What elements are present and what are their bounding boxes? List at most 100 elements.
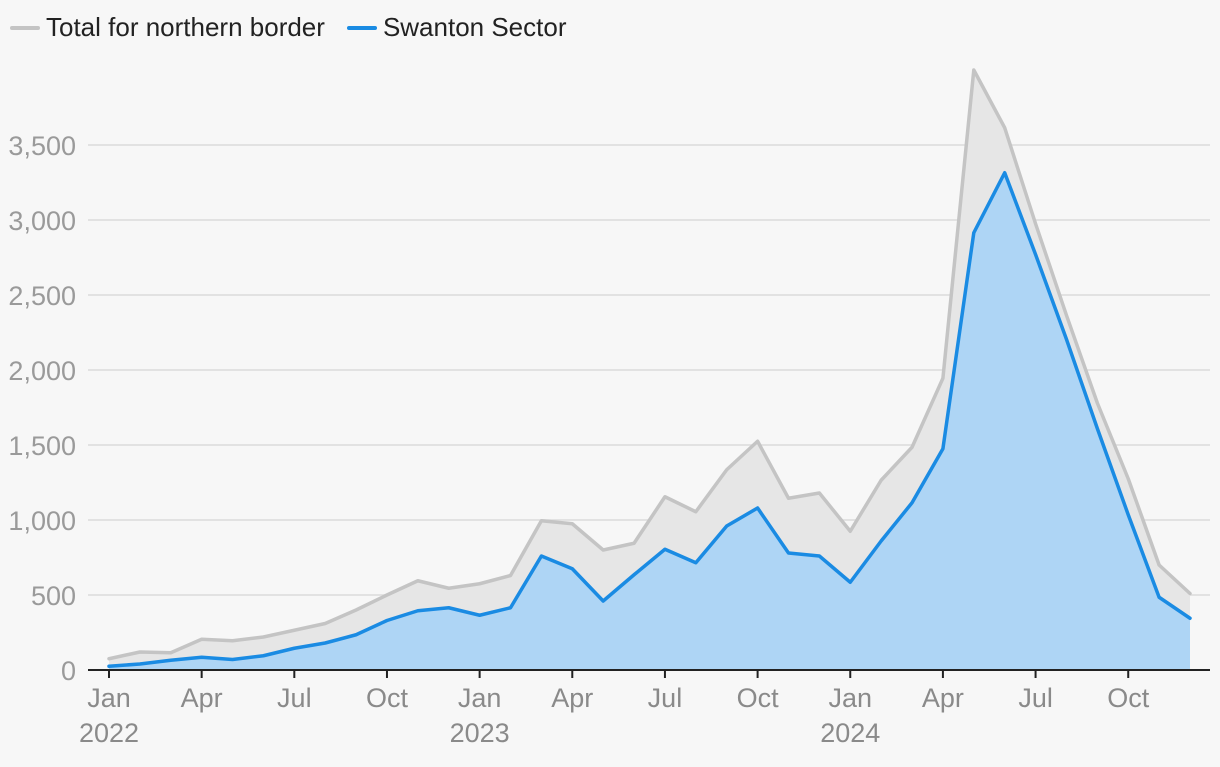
- data-point-1-16: [602, 600, 604, 602]
- data-point-1-7: [324, 642, 326, 644]
- data-point-1-8: [355, 634, 357, 636]
- data-point-0-2: [170, 652, 172, 654]
- data-point-1-33: [1127, 514, 1129, 516]
- data-point-1-1: [139, 663, 141, 665]
- data-point-0-12: [479, 583, 481, 585]
- data-point-1-23: [819, 555, 821, 557]
- data-point-1-29: [1004, 172, 1006, 174]
- data-point-1-13: [510, 607, 512, 609]
- data-point-0-29: [1004, 127, 1006, 129]
- data-point-1-10: [417, 610, 419, 612]
- y-tick-label-1500: 1,500: [8, 431, 76, 461]
- x-tick-label-12: Jan: [458, 683, 502, 713]
- data-point-0-27: [942, 377, 944, 379]
- data-point-0-18: [664, 496, 666, 498]
- data-point-1-24: [849, 581, 851, 583]
- series-area-1: [109, 172, 1190, 670]
- legend-item-swanton: Swanton Sector: [346, 12, 567, 43]
- data-point-1-32: [1097, 428, 1099, 430]
- x-tick-label-3: Apr: [181, 683, 223, 713]
- y-tick-label-2500: 2,500: [8, 281, 76, 311]
- data-point-0-8: [355, 609, 357, 611]
- data-point-0-13: [510, 575, 512, 577]
- data-point-0-15: [571, 523, 573, 525]
- data-point-0-1: [139, 651, 141, 653]
- y-tick-label-3000: 3,000: [8, 206, 76, 236]
- data-point-0-0: [108, 658, 110, 660]
- data-point-1-34: [1158, 596, 1160, 598]
- data-point-1-12: [479, 614, 481, 616]
- data-point-0-9: [386, 594, 388, 596]
- x-tick-label-24: Jan: [828, 683, 872, 713]
- legend-label-total: Total for northern border: [46, 12, 325, 42]
- data-point-1-3: [201, 656, 203, 658]
- data-point-1-35: [1189, 617, 1191, 619]
- data-point-0-28: [973, 69, 975, 71]
- x-tick-label-0: Jan: [87, 683, 131, 713]
- data-point-0-26: [911, 446, 913, 448]
- data-point-1-5: [263, 655, 265, 657]
- data-point-0-33: [1127, 478, 1129, 480]
- x-tick-year-2023: 2023: [450, 718, 510, 748]
- data-point-0-6: [294, 629, 296, 631]
- data-point-0-34: [1158, 564, 1160, 566]
- data-point-1-31: [1066, 338, 1068, 340]
- series-line-1: [107, 171, 1192, 668]
- data-point-0-11: [448, 587, 450, 589]
- x-tick-label-30: Jul: [1018, 683, 1053, 713]
- data-point-0-35: [1189, 593, 1191, 595]
- x-tick-label-6: Jul: [277, 683, 312, 713]
- data-point-1-9: [386, 620, 388, 622]
- data-point-1-15: [571, 568, 573, 570]
- y-tick-label-3500: 3,500: [8, 131, 76, 161]
- data-point-1-18: [664, 548, 666, 550]
- data-point-1-25: [880, 540, 882, 542]
- data-point-1-14: [541, 555, 543, 557]
- data-point-0-14: [541, 520, 543, 522]
- data-point-1-28: [973, 232, 975, 234]
- y-tick-label-2000: 2,000: [8, 356, 76, 386]
- data-point-0-21: [757, 440, 759, 442]
- data-point-1-2: [170, 659, 172, 661]
- legend-swatch-swanton: [346, 25, 377, 30]
- data-point-1-0: [108, 665, 110, 667]
- x-tick-year-2022: 2022: [79, 718, 139, 748]
- legend-swatch-total: [10, 25, 40, 30]
- y-tick-label-500: 500: [31, 581, 76, 611]
- data-point-1-17: [633, 574, 635, 576]
- data-point-0-10: [417, 580, 419, 582]
- data-point-1-4: [232, 659, 234, 661]
- data-point-0-23: [819, 492, 821, 494]
- data-point-0-7: [324, 623, 326, 625]
- data-point-0-31: [1066, 314, 1068, 316]
- data-point-1-27: [942, 448, 944, 450]
- data-point-0-25: [880, 479, 882, 481]
- legend-item-total: Total for northern border: [10, 12, 325, 43]
- data-point-1-6: [294, 647, 296, 649]
- data-point-0-24: [849, 530, 851, 532]
- data-point-1-26: [911, 502, 913, 504]
- data-point-0-22: [788, 497, 790, 499]
- data-point-1-21: [757, 507, 759, 509]
- data-point-1-20: [726, 525, 728, 527]
- data-point-0-30: [1035, 223, 1037, 225]
- x-tick-label-18: Jul: [648, 683, 683, 713]
- data-point-0-5: [263, 636, 265, 638]
- series-line-0: [107, 68, 1192, 661]
- data-point-1-30: [1035, 254, 1037, 256]
- data-point-0-16: [602, 549, 604, 551]
- data-point-0-32: [1097, 402, 1099, 404]
- x-tick-label-15: Apr: [551, 683, 593, 713]
- data-point-0-3: [201, 638, 203, 640]
- data-point-1-19: [695, 562, 697, 564]
- legend: Total for northern border Swanton Sector: [10, 12, 567, 43]
- x-tick-label-33: Oct: [1107, 683, 1150, 713]
- x-tick-label-21: Oct: [737, 683, 780, 713]
- data-point-0-20: [726, 469, 728, 471]
- x-tick-label-9: Oct: [366, 683, 409, 713]
- data-point-0-4: [232, 640, 234, 642]
- data-point-0-19: [695, 511, 697, 513]
- y-tick-label-0: 0: [61, 656, 76, 686]
